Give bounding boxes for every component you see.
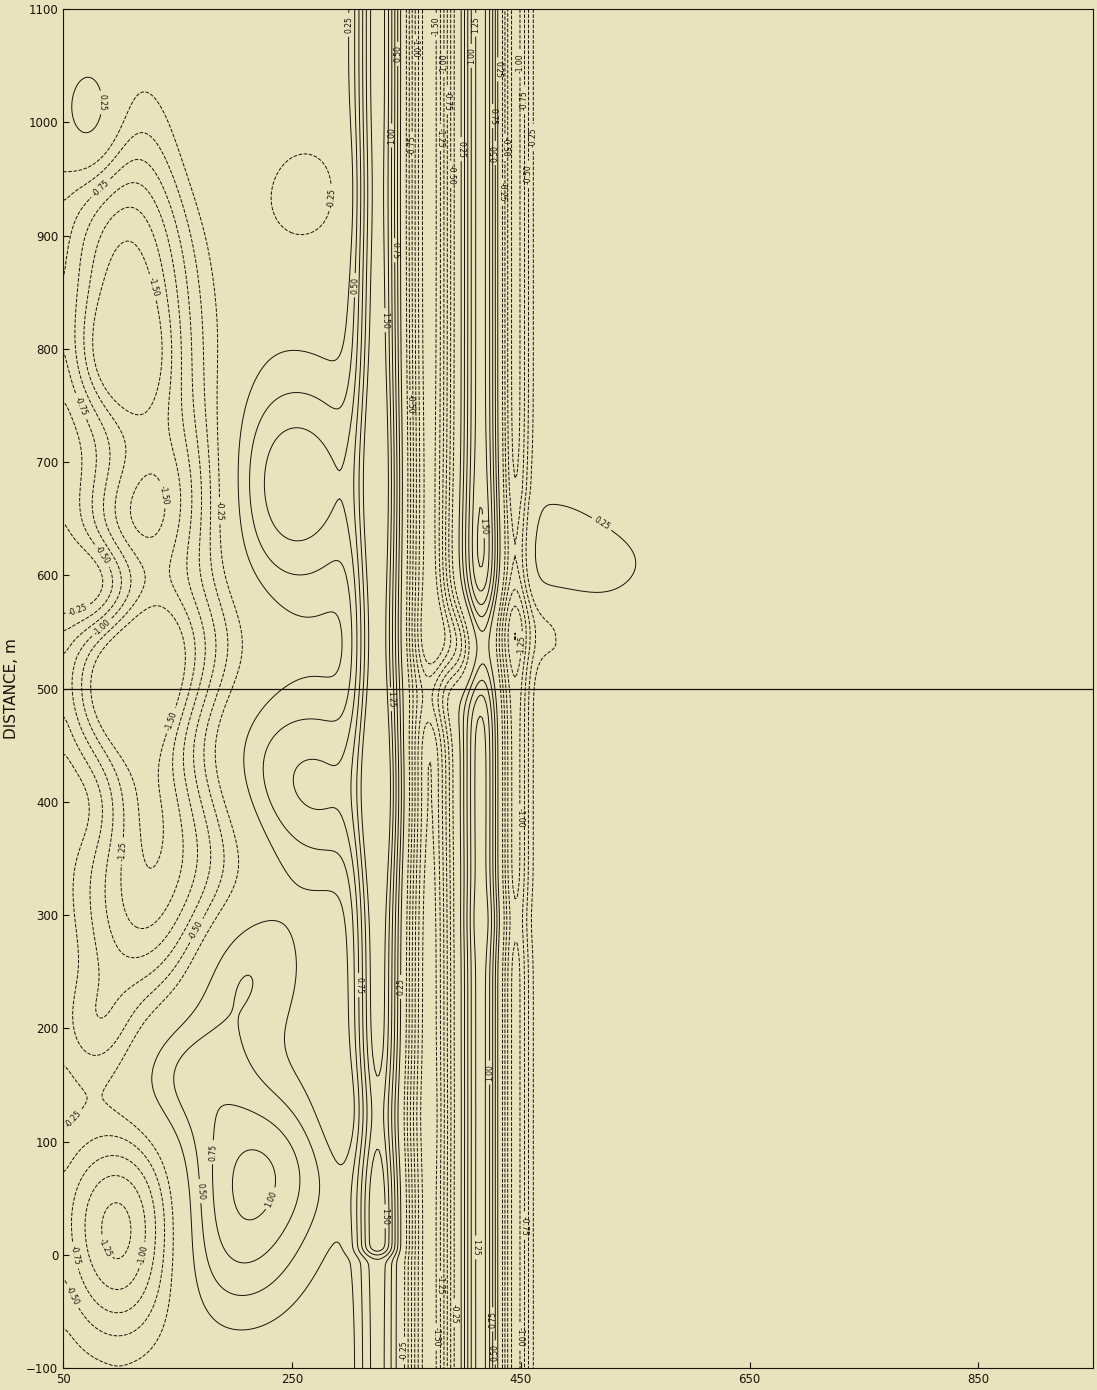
- Text: -1.50: -1.50: [432, 17, 441, 36]
- Text: 1.00: 1.00: [387, 126, 396, 145]
- Text: 0.25: 0.25: [494, 61, 502, 78]
- Text: 0.75: 0.75: [488, 107, 497, 125]
- Text: -1.50: -1.50: [432, 1327, 441, 1347]
- Text: 0.75: 0.75: [354, 977, 363, 994]
- Text: 1.50: 1.50: [381, 311, 389, 328]
- Text: -1.25: -1.25: [436, 128, 445, 147]
- Text: -0.50: -0.50: [500, 138, 509, 157]
- Text: -1.00: -1.00: [410, 39, 420, 58]
- Text: 1.50: 1.50: [381, 1208, 389, 1225]
- Text: 1.00: 1.00: [466, 47, 476, 64]
- Text: 0.50: 0.50: [490, 145, 500, 161]
- Text: -0.25: -0.25: [215, 500, 225, 521]
- Text: 1.25: 1.25: [386, 691, 396, 708]
- Text: 0.25: 0.25: [456, 140, 465, 157]
- Text: -1.00: -1.00: [516, 808, 524, 827]
- Text: -0.25: -0.25: [68, 602, 89, 617]
- Text: 0.25: 0.25: [592, 516, 611, 532]
- Text: -1.50: -1.50: [158, 484, 170, 505]
- Text: 0.25: 0.25: [396, 979, 405, 995]
- Text: -1.25: -1.25: [117, 841, 127, 860]
- Text: -1.00: -1.00: [136, 1244, 149, 1266]
- Text: 0.75: 0.75: [391, 242, 399, 259]
- Text: -0.25: -0.25: [450, 1304, 459, 1323]
- Text: -0.75: -0.75: [443, 90, 452, 110]
- Text: -1.25: -1.25: [517, 635, 528, 655]
- Text: 1.25: 1.25: [472, 17, 480, 33]
- Text: -1.50: -1.50: [146, 277, 160, 297]
- Text: 0.50: 0.50: [350, 277, 360, 293]
- Text: -0.75: -0.75: [68, 1244, 81, 1266]
- Text: 1.00: 1.00: [264, 1190, 279, 1208]
- Text: -0.75: -0.75: [520, 1216, 529, 1236]
- Text: -0.25: -0.25: [529, 128, 538, 147]
- Text: 1.50: 1.50: [478, 517, 489, 535]
- Text: 0.25: 0.25: [344, 17, 353, 33]
- Text: -1.50: -1.50: [163, 710, 179, 731]
- Text: -0.50: -0.50: [524, 164, 533, 185]
- Text: 0.75: 0.75: [208, 1144, 217, 1161]
- Text: -0.75: -0.75: [72, 395, 89, 417]
- Text: -0.50: -0.50: [64, 1286, 81, 1307]
- Text: -0.75: -0.75: [520, 90, 529, 110]
- Text: -0.75: -0.75: [91, 178, 111, 199]
- Y-axis label: DISTANCE, m: DISTANCE, m: [4, 638, 19, 739]
- Text: 0.25: 0.25: [98, 95, 106, 111]
- Text: -1.00: -1.00: [440, 54, 449, 74]
- Text: 0.50: 0.50: [490, 1344, 500, 1361]
- Text: 1.25: 1.25: [472, 1238, 480, 1255]
- Text: 1.00: 1.00: [485, 1065, 494, 1081]
- Text: -0.50: -0.50: [446, 164, 455, 185]
- Text: 0.50: 0.50: [195, 1183, 205, 1200]
- Text: -1.25: -1.25: [436, 1275, 445, 1294]
- Text: 0.50: 0.50: [393, 46, 403, 63]
- Text: -0.75: -0.75: [408, 135, 417, 156]
- Text: -1.00: -1.00: [516, 1327, 524, 1347]
- Text: -0.25: -0.25: [498, 182, 507, 202]
- Text: -1.00: -1.00: [516, 54, 524, 74]
- Text: -0.50: -0.50: [406, 393, 415, 414]
- Text: 0.75: 0.75: [488, 1311, 497, 1327]
- Text: -0.50: -0.50: [188, 920, 205, 941]
- Text: -1.00: -1.00: [91, 617, 112, 637]
- Text: -0.25: -0.25: [326, 188, 337, 208]
- Text: -0.50: -0.50: [93, 545, 112, 566]
- Text: -0.25: -0.25: [400, 1341, 409, 1361]
- Text: -1.25: -1.25: [97, 1237, 113, 1258]
- Text: -0.25: -0.25: [64, 1109, 83, 1130]
